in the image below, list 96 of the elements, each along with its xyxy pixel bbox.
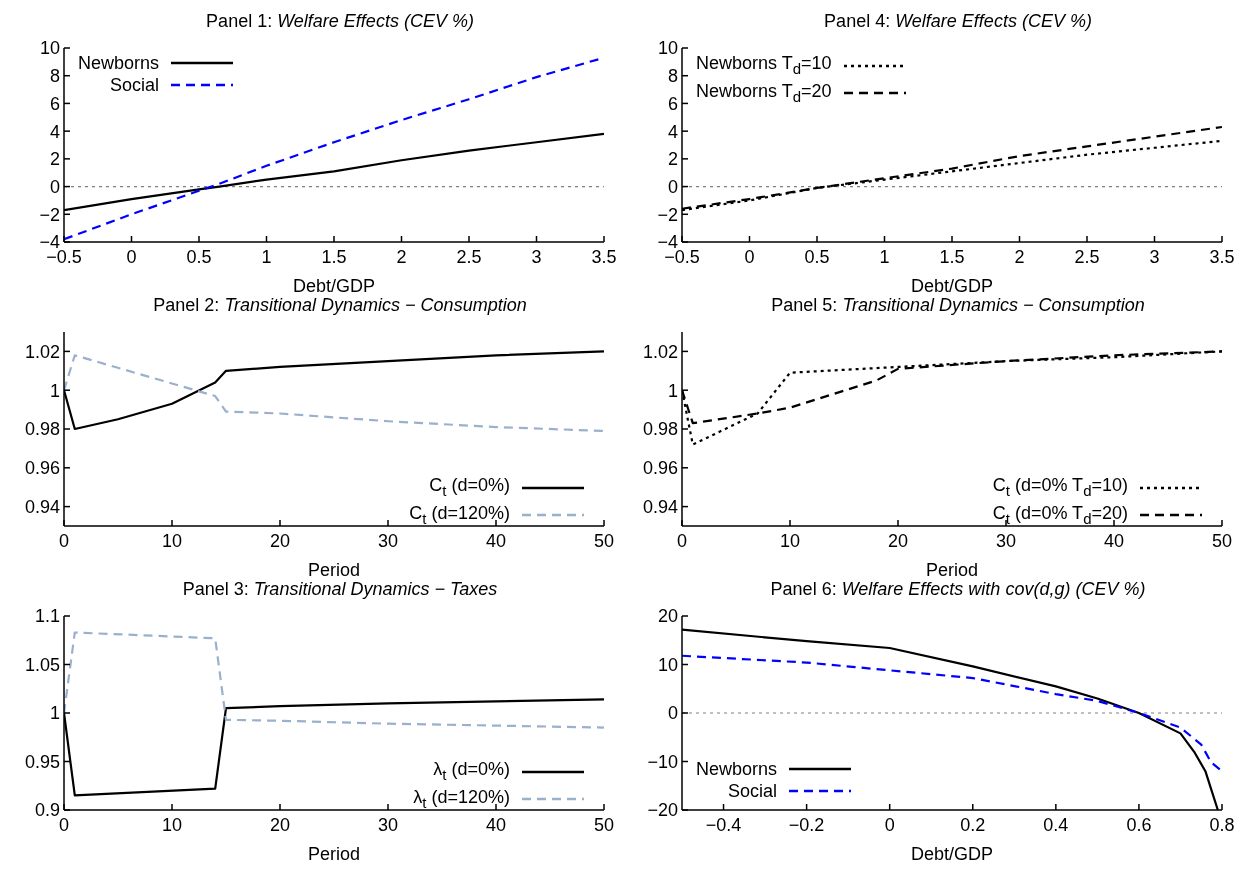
y-tick-label: 1 <box>49 703 60 724</box>
legend-label: Newborns T$_{d}$=20 <box>696 79 832 107</box>
legend-label: C$_{t}$ (d=0% T$_{d}$=20) <box>992 501 1128 529</box>
x-axis-title: Period <box>925 560 979 580</box>
y-tick-label: 0.98 <box>24 419 60 440</box>
x-tick-label: 1 <box>879 246 890 267</box>
legend-label: Newborns T$_{d}$=10 <box>696 52 832 79</box>
x-tick-label: 3 <box>1149 246 1160 267</box>
x-axis-title: Debt/GDP <box>292 276 376 296</box>
legend-label: λ$_{t}$ (d=120%) <box>413 785 510 813</box>
y-tick-label: −20 <box>647 800 678 821</box>
legend-label: C$_{t}$ (d=0%) <box>429 474 510 501</box>
x-tick-label: 2.5 <box>456 246 482 267</box>
y-tick-label: 0.98 <box>642 419 678 440</box>
legend-label: λ$_{t}$ (d=0%) <box>433 758 510 785</box>
legend-label: Newborns <box>696 758 778 780</box>
y-tick-label: 8 <box>667 66 678 87</box>
legend-label: Social <box>110 74 160 96</box>
chart-title: Panel 4: Welfare Effects (CEV %) <box>824 11 1092 31</box>
x-axis-title: Debt/GDP <box>910 844 994 864</box>
y-tick-label: 0.94 <box>24 496 60 517</box>
y-tick-label: 1 <box>667 380 678 401</box>
x-tick-label: 0.8 <box>1209 814 1235 835</box>
y-tick-label: 0.96 <box>642 458 678 479</box>
chart-title: Panel 5: Transitional Dynamics − Consumption <box>771 295 1145 315</box>
x-tick-label: 40 <box>485 530 507 551</box>
x-tick-label: 3 <box>531 246 542 267</box>
y-tick-label: −2 <box>657 204 678 225</box>
x-tick-label: 30 <box>995 530 1017 551</box>
x-tick-label: 10 <box>161 814 183 835</box>
chart-title: Panel 3: Transitional Dynamics − Taxes <box>182 579 498 599</box>
x-tick-label: 0.2 <box>960 814 986 835</box>
chart-title: Panel 2: Transitional Dynamics − Consumption <box>153 295 527 315</box>
y-tick-label: 2 <box>49 149 60 170</box>
x-tick-label: 1.5 <box>321 246 347 267</box>
legend-label: C$_{t}$ (d=120%) <box>409 501 510 529</box>
x-tick-label: 2.5 <box>1074 246 1100 267</box>
x-tick-label: 10 <box>779 530 801 551</box>
x-tick-label: 0 <box>884 814 895 835</box>
x-tick-label: 30 <box>377 530 399 551</box>
y-tick-label: 10 <box>657 654 678 675</box>
x-tick-label: 0.6 <box>1126 814 1152 835</box>
x-tick-label: 20 <box>269 814 291 835</box>
legend-label: Social <box>728 780 778 802</box>
x-tick-label: 0.5 <box>804 246 830 267</box>
y-tick-label: 1.02 <box>642 341 678 362</box>
y-tick-label: 0.96 <box>24 458 60 479</box>
chart-title: Panel 6: Welfare Effects with cov(d,g) (CEV %) <box>770 579 1146 599</box>
x-tick-label: −0.2 <box>788 814 825 835</box>
y-tick-label: −10 <box>647 751 678 772</box>
y-tick-label: 1.1 <box>34 606 60 627</box>
x-axis-title: Period <box>307 560 361 580</box>
y-tick-label: 6 <box>667 93 678 114</box>
y-tick-label: 10 <box>39 38 60 59</box>
x-tick-label: 50 <box>1211 530 1233 551</box>
x-tick-label: 3.5 <box>591 246 617 267</box>
y-tick-label: 20 <box>657 606 678 627</box>
y-tick-label: 2 <box>667 149 678 170</box>
x-tick-label: 30 <box>377 814 399 835</box>
y-tick-label: 0.94 <box>642 496 678 517</box>
x-tick-label: −0.4 <box>705 814 742 835</box>
x-tick-label: 2 <box>1014 246 1025 267</box>
y-tick-label: 4 <box>49 121 60 142</box>
x-tick-label: 0.5 <box>186 246 212 267</box>
x-tick-label: 50 <box>593 530 615 551</box>
legend-label: C$_{t}$ (d=0% T$_{d}$=10) <box>992 474 1128 501</box>
y-tick-label: 0.95 <box>24 751 60 772</box>
x-axis-title: Debt/GDP <box>910 276 994 296</box>
y-tick-label: 0.9 <box>34 800 60 821</box>
y-tick-label: 0 <box>667 703 678 724</box>
x-tick-label: 1.5 <box>939 246 965 267</box>
y-tick-label: 8 <box>49 66 60 87</box>
y-tick-label: 1.02 <box>24 341 60 362</box>
x-tick-label: 1 <box>261 246 272 267</box>
y-tick-label: 0 <box>667 176 678 197</box>
y-tick-label: 1.05 <box>24 654 60 675</box>
x-tick-label: 2 <box>396 246 407 267</box>
y-tick-label: −2 <box>39 204 60 225</box>
chart-title: Panel 1: Welfare Effects (CEV %) <box>206 11 474 31</box>
x-tick-label: 20 <box>887 530 909 551</box>
x-tick-label: 50 <box>593 814 615 835</box>
x-tick-label: 0.4 <box>1043 814 1069 835</box>
x-tick-label: 10 <box>161 530 183 551</box>
y-tick-label: 6 <box>49 93 60 114</box>
x-tick-label: 0 <box>744 246 755 267</box>
x-tick-label: 20 <box>269 530 291 551</box>
x-axis-title: Period <box>307 844 361 864</box>
y-tick-label: 10 <box>657 38 678 59</box>
y-tick-label: 0 <box>49 176 60 197</box>
x-tick-label: 3.5 <box>1209 246 1235 267</box>
x-tick-label: 0 <box>126 246 137 267</box>
legend-label: Newborns <box>78 52 160 74</box>
y-tick-label: 1 <box>49 380 60 401</box>
x-tick-label: 40 <box>1103 530 1125 551</box>
x-tick-label: 40 <box>485 814 507 835</box>
y-tick-label: 4 <box>667 121 678 142</box>
